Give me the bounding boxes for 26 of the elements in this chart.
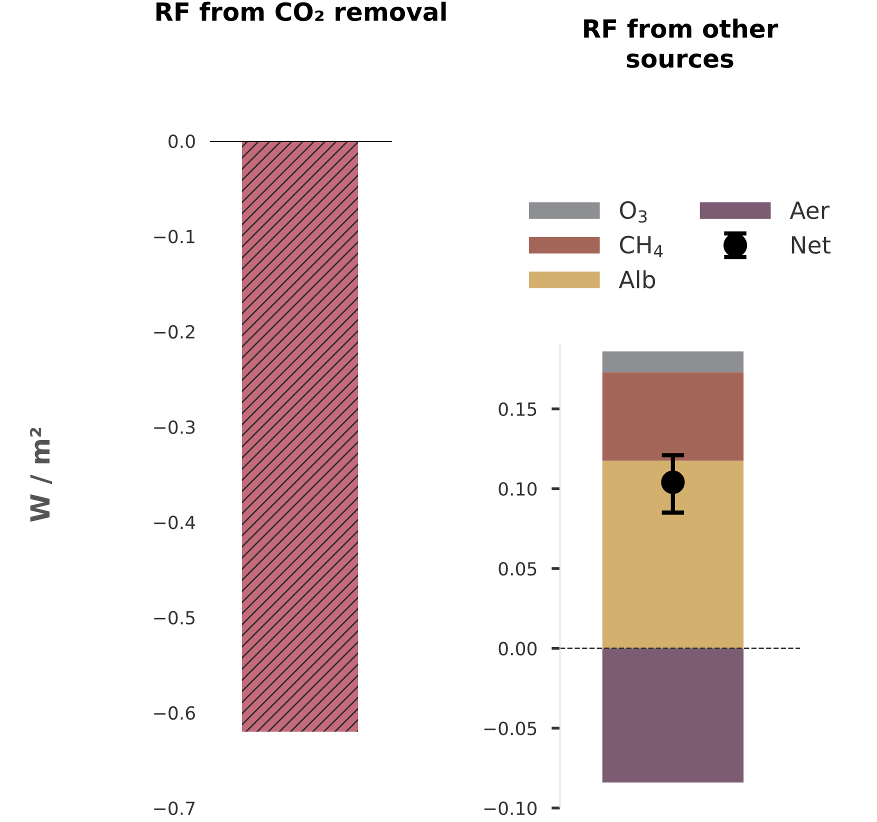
y-tick-label: −0.6 [154, 706, 195, 720]
y-tick-label: 0.05 [498, 562, 536, 576]
legend-label: CH$_{4}$ [620, 236, 663, 258]
y-tick-label: 0.10 [498, 482, 537, 496]
y-tick-label: −0.05 [484, 722, 536, 736]
chart-title: RF from other sources [584, 18, 778, 68]
y-tick-label: 0.15 [498, 402, 536, 416]
y-tick-label: −0.3 [154, 420, 195, 434]
y-tick-label: −0.2 [154, 325, 194, 339]
chart-title: RF from CO₂ removal [156, 2, 446, 22]
y-tick-label: 0.00 [498, 642, 537, 656]
bar [602, 460, 744, 648]
legend-label: Net [792, 236, 830, 254]
legend-label: Alb [618, 270, 656, 288]
y-tick-label: −0.5 [154, 610, 195, 625]
y-tick-label: −0.4 [154, 516, 196, 530]
bar [602, 648, 744, 782]
legend-label: Aer [790, 202, 830, 220]
y-tick-label: −0.1 [154, 230, 194, 244]
bar [602, 372, 744, 461]
bar [602, 351, 744, 372]
y-tick-label: −0.10 [484, 801, 537, 816]
legend-label: O$_{3}$ [620, 201, 647, 223]
y-tick-label: 0.0 [168, 134, 195, 148]
y-axis-title: W / m² [30, 428, 52, 522]
y-tick-label: −0.7 [154, 801, 195, 816]
